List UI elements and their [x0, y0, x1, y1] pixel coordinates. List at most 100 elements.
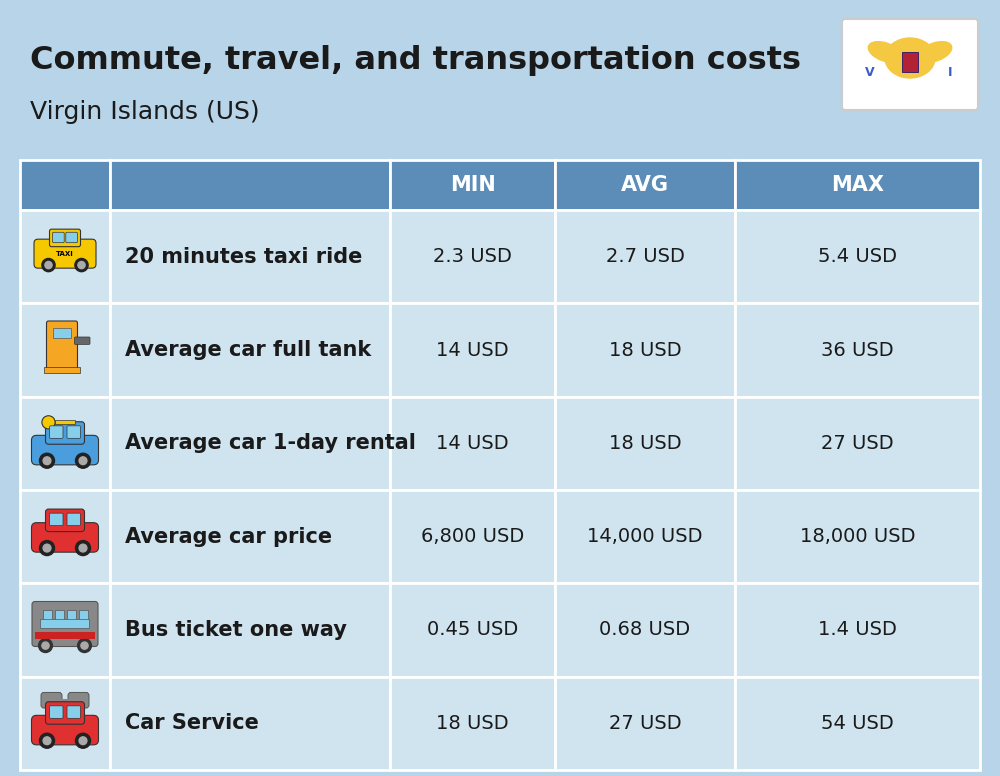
Text: 18 USD: 18 USD — [436, 714, 509, 733]
Circle shape — [76, 453, 90, 468]
Bar — [555, 210, 735, 303]
Bar — [735, 490, 980, 584]
Bar — [55, 421, 75, 424]
Bar — [44, 366, 80, 372]
Circle shape — [45, 262, 52, 268]
Bar — [735, 584, 980, 677]
Text: 2.7 USD: 2.7 USD — [606, 248, 684, 266]
Circle shape — [79, 457, 87, 465]
Bar — [40, 619, 89, 629]
FancyBboxPatch shape — [34, 239, 96, 268]
Circle shape — [43, 457, 51, 465]
Text: Average car full tank: Average car full tank — [125, 340, 371, 360]
Bar — [20, 160, 110, 210]
Bar — [390, 490, 555, 584]
Text: 27 USD: 27 USD — [609, 714, 681, 733]
Ellipse shape — [885, 38, 935, 78]
Circle shape — [79, 544, 87, 552]
Text: 27 USD: 27 USD — [821, 434, 894, 453]
Bar — [735, 397, 980, 490]
FancyBboxPatch shape — [67, 706, 80, 719]
Bar — [390, 397, 555, 490]
Text: Bus ticket one way: Bus ticket one way — [125, 620, 347, 640]
Ellipse shape — [918, 42, 952, 62]
FancyBboxPatch shape — [67, 426, 80, 438]
Circle shape — [42, 258, 55, 272]
Text: 14,000 USD: 14,000 USD — [587, 527, 703, 546]
FancyBboxPatch shape — [842, 19, 978, 110]
Circle shape — [81, 642, 88, 650]
Text: MIN: MIN — [450, 175, 495, 195]
Circle shape — [78, 262, 85, 268]
Bar — [53, 327, 71, 338]
FancyBboxPatch shape — [46, 421, 84, 444]
Text: 6,800 USD: 6,800 USD — [421, 527, 524, 546]
Circle shape — [78, 639, 91, 653]
Bar — [20, 677, 110, 770]
Bar — [390, 160, 555, 210]
Bar — [110, 584, 390, 677]
Bar — [555, 584, 735, 677]
Text: 36 USD: 36 USD — [821, 341, 894, 359]
Text: 14 USD: 14 USD — [436, 434, 509, 453]
Circle shape — [39, 639, 52, 653]
Bar — [67, 611, 76, 621]
Circle shape — [76, 541, 90, 556]
Circle shape — [43, 544, 51, 552]
Text: 14 USD: 14 USD — [436, 341, 509, 359]
Bar — [390, 210, 555, 303]
FancyBboxPatch shape — [74, 337, 90, 345]
Text: Average car price: Average car price — [125, 527, 332, 546]
Text: Car Service: Car Service — [125, 713, 259, 733]
Bar — [110, 677, 390, 770]
FancyBboxPatch shape — [50, 229, 80, 247]
Bar — [79, 611, 88, 621]
FancyBboxPatch shape — [68, 692, 89, 708]
Text: 1.4 USD: 1.4 USD — [818, 621, 897, 639]
Text: 54 USD: 54 USD — [821, 714, 894, 733]
Bar — [55, 611, 64, 621]
Bar — [110, 490, 390, 584]
Text: Commute, travel, and transportation costs: Commute, travel, and transportation cost… — [30, 45, 801, 76]
Bar — [110, 397, 390, 490]
Bar — [735, 210, 980, 303]
Circle shape — [40, 541, 54, 556]
Bar — [735, 160, 980, 210]
Bar — [110, 210, 390, 303]
Bar — [555, 677, 735, 770]
Bar — [35, 632, 95, 639]
Bar — [20, 303, 110, 397]
Bar — [555, 397, 735, 490]
Bar — [735, 677, 980, 770]
Text: 0.68 USD: 0.68 USD — [599, 621, 691, 639]
Bar — [110, 303, 390, 397]
Circle shape — [40, 453, 54, 468]
Circle shape — [40, 733, 54, 748]
FancyBboxPatch shape — [46, 321, 78, 370]
Text: 18,000 USD: 18,000 USD — [800, 527, 915, 546]
Text: 0.45 USD: 0.45 USD — [427, 621, 518, 639]
Text: 5.4 USD: 5.4 USD — [818, 248, 897, 266]
Circle shape — [42, 416, 55, 429]
Bar — [43, 611, 52, 621]
Bar — [555, 303, 735, 397]
FancyBboxPatch shape — [46, 509, 84, 532]
Bar — [390, 303, 555, 397]
Text: TAXI: TAXI — [56, 251, 74, 257]
Circle shape — [43, 737, 51, 745]
Text: 18 USD: 18 USD — [609, 434, 681, 453]
Bar — [555, 490, 735, 584]
FancyBboxPatch shape — [53, 232, 64, 243]
Bar — [390, 584, 555, 677]
Text: Virgin Islands (US): Virgin Islands (US) — [30, 100, 260, 124]
FancyBboxPatch shape — [50, 426, 63, 438]
FancyBboxPatch shape — [32, 523, 98, 553]
Ellipse shape — [868, 42, 902, 62]
Text: 18 USD: 18 USD — [609, 341, 681, 359]
Text: AVG: AVG — [621, 175, 669, 195]
FancyBboxPatch shape — [50, 706, 63, 719]
Bar — [390, 677, 555, 770]
Bar — [555, 160, 735, 210]
FancyBboxPatch shape — [32, 715, 98, 745]
Bar — [20, 397, 110, 490]
